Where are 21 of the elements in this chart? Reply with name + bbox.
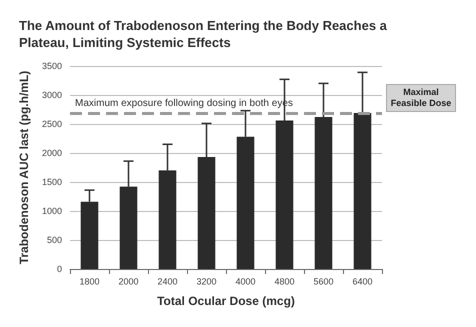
y-tick-label: 3500 bbox=[42, 61, 62, 71]
callout-box: Maximal Feasible Dose bbox=[386, 84, 456, 112]
y-tick-label: 1500 bbox=[42, 177, 62, 187]
x-tick-label: 1800 bbox=[79, 276, 100, 286]
chart-title: The Amount of Trabodenoson Entering the Body Reaches a Plateau, Limiting Systemic Effects bbox=[19, 18, 390, 50]
x-tick-label: 2000 bbox=[118, 276, 139, 286]
y-tick-label: 0 bbox=[56, 264, 62, 274]
x-tick-label: 6400 bbox=[352, 276, 373, 286]
x-tick-label: 4800 bbox=[274, 276, 295, 286]
y-tick-label: 1000 bbox=[42, 206, 62, 216]
bar bbox=[354, 112, 372, 269]
x-axis-title: Total Ocular Dose (mcg) bbox=[157, 294, 295, 308]
y-tick-label: 3000 bbox=[42, 90, 62, 100]
y-tick-label: 2000 bbox=[42, 148, 62, 158]
x-tick-label: 2400 bbox=[157, 276, 178, 286]
y-tick-label: 500 bbox=[46, 235, 62, 245]
x-tick-label: 5600 bbox=[313, 276, 334, 286]
y-axis-title: Trabodenoson AUC last (pg.h/mL) bbox=[17, 70, 31, 264]
x-tick-label: 3200 bbox=[196, 276, 217, 286]
y-tick-label: 2500 bbox=[42, 119, 62, 129]
x-tick-label: 4000 bbox=[235, 276, 256, 286]
